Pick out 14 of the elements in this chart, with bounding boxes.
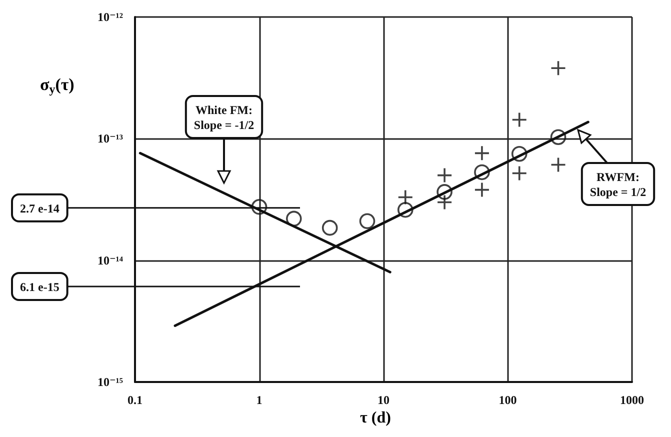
x-tick-label: 10 bbox=[378, 393, 390, 407]
annotation: White FM: Slope = -1/2 bbox=[194, 103, 254, 132]
x-tick-label: 1000 bbox=[620, 393, 644, 407]
y-tick-label: 10⁻¹² bbox=[97, 10, 124, 24]
x-axis-title: τ (d) bbox=[360, 410, 391, 426]
y-tick-label: 10⁻¹⁴ bbox=[97, 253, 124, 268]
x-tick-label: 1 bbox=[256, 393, 262, 407]
y-tick-label: 10⁻¹⁵ bbox=[97, 375, 124, 389]
annotation: RWFM: Slope = 1/2 bbox=[590, 170, 646, 199]
x-tick-label: 100 bbox=[498, 393, 517, 407]
ref-line-label: 6.1 e-15 bbox=[20, 280, 60, 294]
ref-line-label: 2.7 e-14 bbox=[20, 201, 60, 216]
y-tick-label: 10⁻¹³ bbox=[97, 132, 124, 146]
x-tick-label: 0.1 bbox=[128, 393, 142, 407]
